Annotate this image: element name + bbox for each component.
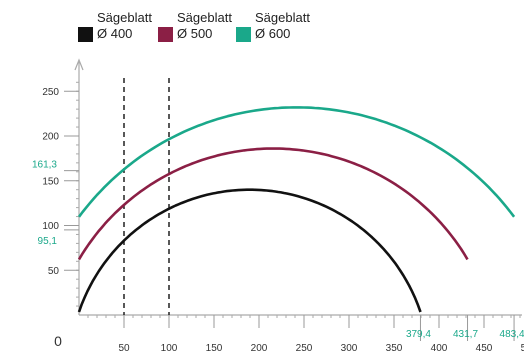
origin-label: 0 xyxy=(54,333,62,349)
legend-title-400: Sägeblatt xyxy=(97,10,152,25)
end-label-1: 431,7 xyxy=(453,329,478,340)
x-tick-label-300: 300 xyxy=(341,343,358,354)
x-tick-label-400: 400 xyxy=(431,343,448,354)
legend-label-400: Ø 400 xyxy=(97,26,133,41)
x-tick-label-450: 450 xyxy=(476,343,493,354)
series-line-1 xyxy=(77,147,469,261)
legend-swatch-600 xyxy=(236,27,251,42)
end-label-2: 483,4 xyxy=(500,329,524,340)
x-tick-label-350: 350 xyxy=(386,343,403,354)
start-label-2: 161,3 xyxy=(32,160,57,171)
y-tick-label-50: 50 xyxy=(48,266,60,277)
legend-title-500: Sägeblatt xyxy=(177,10,232,25)
x-tick-label-250: 250 xyxy=(296,343,313,354)
legend-title-600: Sägeblatt xyxy=(255,10,310,25)
y-tick-label-150: 150 xyxy=(42,176,59,187)
legend-label-600: Ø 600 xyxy=(255,26,291,41)
legend-swatch-400 xyxy=(78,27,93,42)
x-tick-label-500: 500 xyxy=(521,343,524,354)
x-tick-label-200: 200 xyxy=(251,343,268,354)
y-tick-label-250: 250 xyxy=(42,87,59,98)
legend-item-500: Sägeblatt Ø 500 xyxy=(158,10,232,42)
x-tick-label-100: 100 xyxy=(161,343,178,354)
end-label-0: 379,4 xyxy=(406,329,431,340)
y-tick-label-200: 200 xyxy=(42,132,59,143)
legend-item-600: Sägeblatt Ø 600 xyxy=(236,10,310,42)
x-tick-label-50: 50 xyxy=(118,343,130,354)
legend-swatch-500 xyxy=(158,27,173,42)
y-tick-label-100: 100 xyxy=(42,221,59,232)
y-axis-arrow xyxy=(74,58,84,71)
legend-item-400: Sägeblatt Ø 400 xyxy=(78,10,152,42)
start-label-1: 95,1 xyxy=(38,236,58,247)
x-tick-label-150: 150 xyxy=(206,343,223,354)
series-line-0 xyxy=(77,188,422,313)
series-line-2 xyxy=(77,106,516,218)
legend-label-500: Ø 500 xyxy=(177,26,213,41)
